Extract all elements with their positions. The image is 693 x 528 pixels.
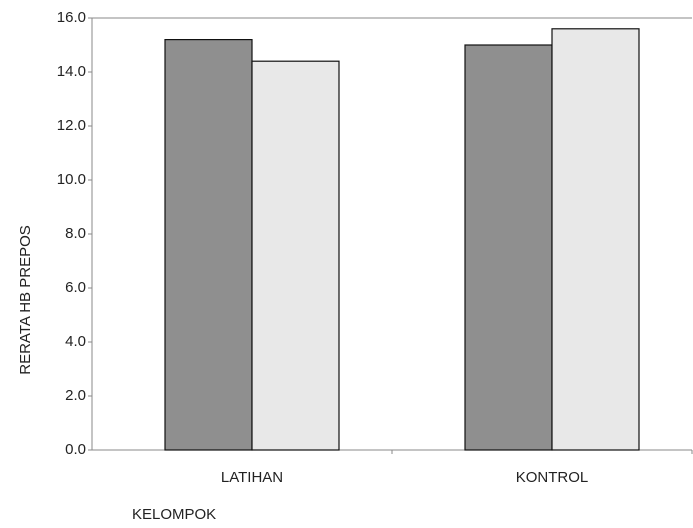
y-tick-label: 2.0: [65, 387, 86, 404]
y-tick-label: 10.0: [57, 171, 86, 188]
x-tick-label: KONTROL: [516, 469, 589, 486]
y-tick-label: 12.0: [57, 117, 86, 134]
bar: [551, 28, 640, 451]
y-tick-label: 6.0: [65, 279, 86, 296]
y-tick-label: 0.0: [65, 441, 86, 458]
x-tick-label: LATIHAN: [221, 469, 283, 486]
y-tick-label: 4.0: [65, 333, 86, 350]
y-tick-label: 14.0: [57, 63, 86, 80]
bar: [164, 38, 253, 451]
y-axis-label: RERATA HB PREPOS: [17, 225, 34, 374]
x-axis-label: KELOMPOK: [132, 506, 216, 523]
y-tick-label: 8.0: [65, 225, 86, 242]
bar: [464, 44, 553, 451]
bar: [251, 60, 340, 451]
y-tick-label: 16.0: [57, 9, 86, 26]
